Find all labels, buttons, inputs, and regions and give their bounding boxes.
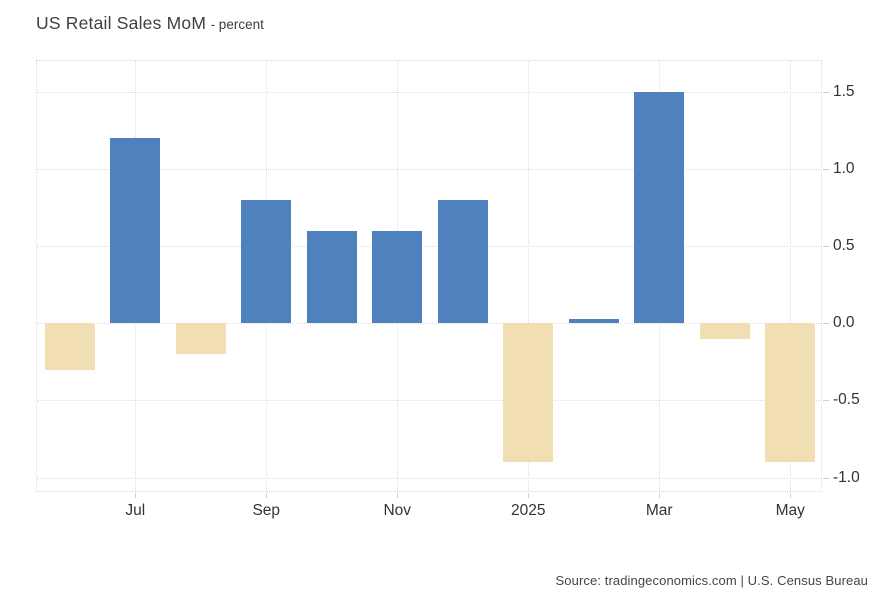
x-tick-mark-2025 [528, 493, 530, 498]
chart-title: US Retail Sales MoM - percent [36, 13, 264, 34]
bar-nov-2024[interactable] [372, 230, 423, 324]
bar-may-2025[interactable] [765, 323, 816, 463]
x-tick-label-May: May [775, 502, 805, 519]
x-tick-label-Sep: Sep [252, 502, 281, 519]
bar-jun-2024[interactable] [44, 323, 95, 370]
bar-oct-2024[interactable] [306, 230, 357, 324]
x-tick-mark-Sep [266, 493, 268, 498]
bar-mar-2025[interactable] [634, 91, 685, 324]
v-gridline-May [790, 61, 792, 491]
bar-jul-2024[interactable] [110, 138, 161, 324]
h-gridline--0.5 [37, 400, 821, 402]
y-tick-mark-1.0 [823, 169, 829, 170]
y-tick-label-1.5: 1.5 [833, 82, 855, 100]
x-tick-mark-Jul [135, 493, 137, 498]
y-tick-label--1.0: -1.0 [833, 468, 860, 486]
y-tick-mark-1.5 [823, 91, 829, 93]
bar-jan-2025[interactable] [503, 323, 554, 463]
x-tick-mark-May [790, 493, 792, 498]
x-tick-label-2025: 2025 [511, 502, 546, 519]
chart-title-text: US Retail Sales MoM [36, 13, 207, 33]
h-gridline-0.5 [37, 246, 821, 248]
y-tick-mark--1.0 [823, 477, 829, 479]
y-tick-mark-0.0 [823, 323, 829, 325]
v-gridline-2025 [528, 61, 530, 491]
y-tick-label-0.0: 0.0 [833, 314, 855, 332]
h-gridline-1.0 [37, 169, 821, 170]
y-tick-mark--0.5 [823, 400, 829, 402]
y-tick-label--0.5: -0.5 [833, 391, 860, 409]
bar-feb-2025[interactable] [568, 318, 619, 324]
x-tick-label-Nov: Nov [383, 502, 412, 519]
chart-title-unit: - percent [210, 17, 264, 32]
bar-apr-2025[interactable] [699, 323, 750, 339]
source-credit: Source: tradingeconomics.com | U.S. Cens… [555, 573, 868, 588]
plot-area: 1.5 1.0 0.5 0.0 -0.5 -1.0 Jul Sep Nov 2025 Mar May [36, 60, 860, 519]
bar-aug-2024[interactable] [175, 323, 226, 355]
x-tick-label-Jul: Jul [125, 502, 146, 519]
h-gridline--1.0 [37, 477, 821, 479]
x-tick-label-Mar: Mar [645, 502, 673, 519]
bar-dec-2024[interactable] [437, 199, 488, 324]
x-tick-mark-Mar [659, 493, 661, 498]
y-tick-label-1.0: 1.0 [833, 160, 855, 177]
bar-sep-2024[interactable] [241, 199, 292, 324]
h-gridline-1.5 [37, 91, 821, 93]
h-gridline-0.0 [37, 323, 821, 325]
y-tick-mark-0.5 [823, 246, 829, 248]
x-tick-mark-Nov [397, 493, 399, 498]
y-tick-label-0.5: 0.5 [833, 237, 855, 255]
